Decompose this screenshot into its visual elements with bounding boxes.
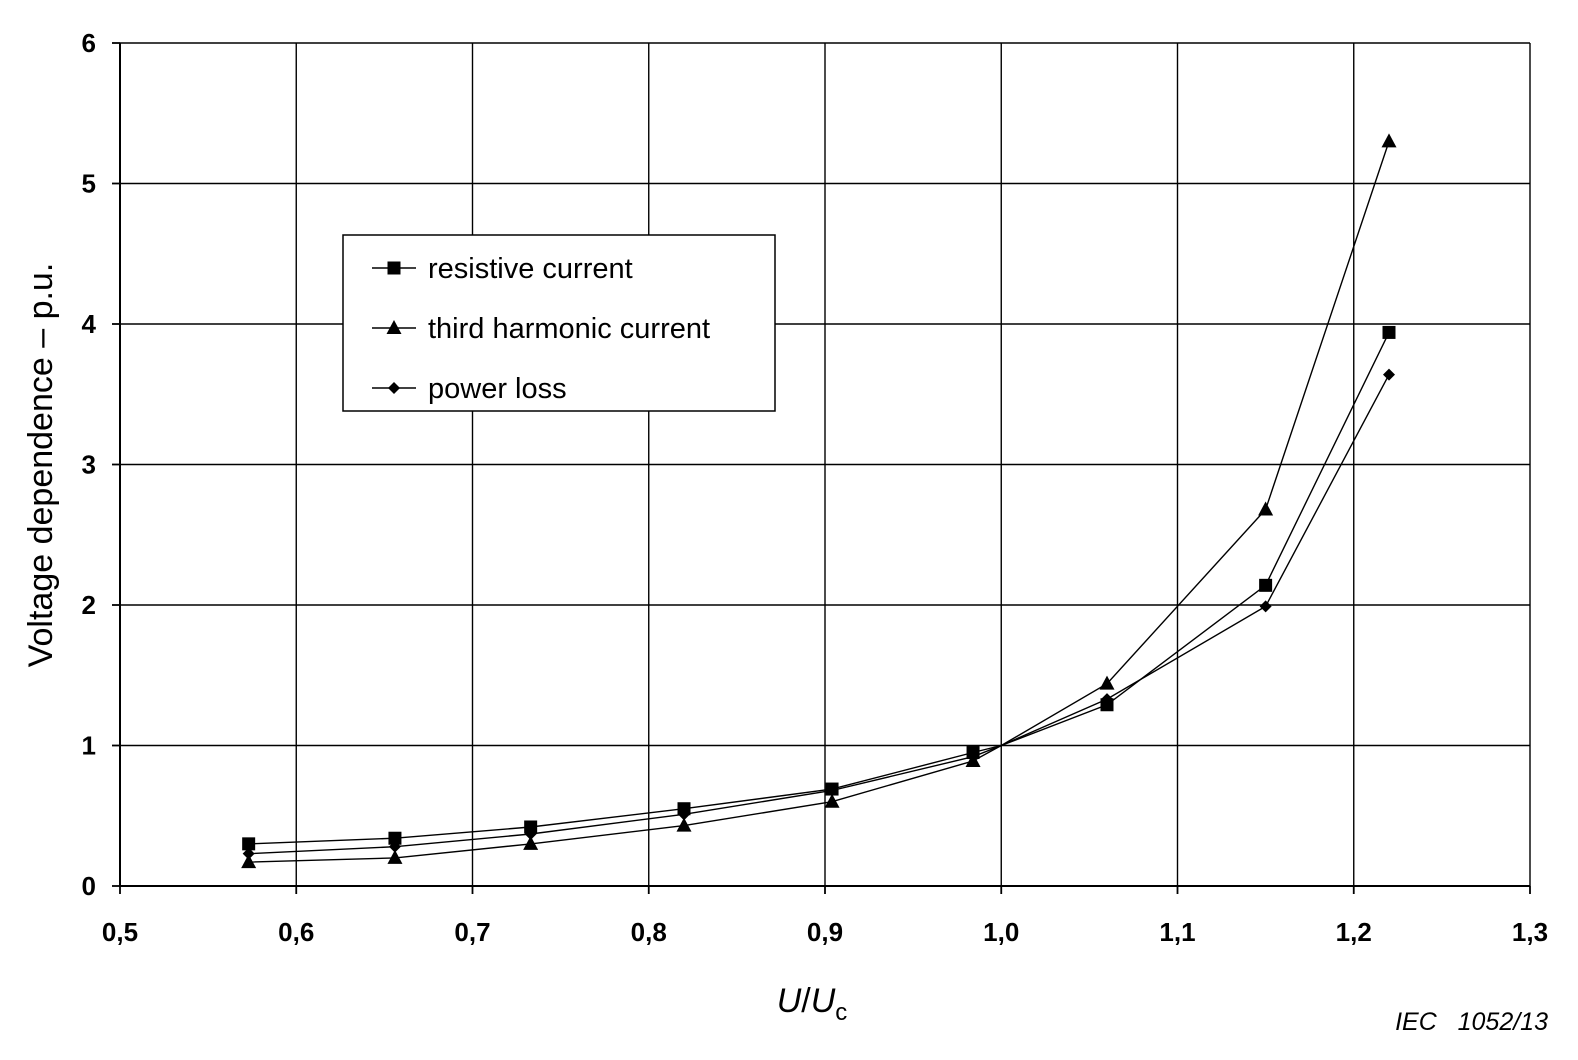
source-note: IEC 1052/13 xyxy=(1395,1008,1548,1036)
data-point-triangle xyxy=(1381,133,1397,148)
x-axis-title-slash: / xyxy=(801,982,811,1020)
series-line xyxy=(248,332,1390,845)
data-point-triangle xyxy=(1099,675,1115,690)
legend-items: resistive current third harmonic current p… xyxy=(372,253,710,405)
data-point-square xyxy=(524,820,538,834)
legend-marker-triangle xyxy=(386,320,402,334)
legend-label: third harmonic current xyxy=(428,313,710,345)
series-line xyxy=(248,374,1390,855)
data-point-triangle xyxy=(523,835,539,850)
data-point-diamond xyxy=(1259,600,1272,613)
data-point-square xyxy=(1382,325,1396,339)
legend-item: third harmonic current xyxy=(372,313,710,345)
x-tick-label: 1,3 xyxy=(1512,917,1548,947)
x-tick-label: 1,2 xyxy=(1336,917,1372,947)
legend-marker-square xyxy=(387,261,401,275)
data-point-square xyxy=(242,837,256,851)
data-point-diamond xyxy=(1101,693,1113,706)
data-point-diamond xyxy=(678,808,690,821)
y-tick-label: 5 xyxy=(82,169,96,199)
legend: resistive current third harmonic current p… xyxy=(342,234,776,412)
legend-item: resistive current xyxy=(372,253,633,285)
grid xyxy=(120,42,1531,886)
data-point-triangle xyxy=(676,817,692,832)
data-point-square xyxy=(1259,578,1273,592)
legend-marker-diamond xyxy=(388,382,400,394)
data-point-diamond xyxy=(388,840,401,853)
axes xyxy=(112,42,1531,894)
series-line xyxy=(248,141,1390,863)
y-tick-label: 0 xyxy=(82,871,96,901)
x-tick-label: 0,5 xyxy=(102,917,138,947)
legend-label: resistive current xyxy=(428,253,633,285)
data-point-triangle xyxy=(387,849,403,864)
data-point-triangle xyxy=(824,793,840,808)
legend-box xyxy=(342,234,776,412)
y-tick-label: 2 xyxy=(82,590,96,620)
y-tick-label: 6 xyxy=(82,28,96,58)
y-tick-label: 3 xyxy=(82,450,96,480)
x-tick-label: 0,9 xyxy=(807,917,843,947)
data-point-diamond xyxy=(967,750,980,763)
y-axis-title: Voltage dependence – p.u. xyxy=(22,263,60,668)
data-point-diamond xyxy=(524,828,537,841)
data-point-diamond xyxy=(826,784,839,797)
x-axis-title-main: U xyxy=(777,982,802,1020)
series-diamond xyxy=(242,368,1395,860)
y-tick-label: 1 xyxy=(82,731,96,761)
data-point-triangle xyxy=(1258,501,1274,516)
x-tick-label: 0,6 xyxy=(278,917,314,947)
y-tick-label: 4 xyxy=(82,309,97,339)
data-point-diamond xyxy=(1383,368,1395,381)
data-point-triangle xyxy=(241,854,257,869)
data-point-diamond xyxy=(242,847,255,860)
x-axis-title-denominator: U xyxy=(811,982,836,1020)
series-triangle xyxy=(241,133,1397,869)
x-tick-label: 0,7 xyxy=(454,917,490,947)
x-tick-label: 1,1 xyxy=(1159,917,1195,947)
x-axis-title: U/Uc xyxy=(777,982,848,1026)
legend-item: power loss xyxy=(372,373,567,405)
series-layer xyxy=(241,133,1397,869)
x-tick-label: 1,0 xyxy=(983,917,1019,947)
x-axis-title-subscript: c xyxy=(835,999,847,1026)
legend-label: power loss xyxy=(428,373,567,405)
tick-labels: 0,5 0,6 0,7 0,8 0,9 1,0 1,1 1,2 1,3 0 1 2 3 4 5 6 xyxy=(82,28,1549,947)
data-point-square xyxy=(388,831,402,845)
x-tick-label: 0,8 xyxy=(631,917,667,947)
